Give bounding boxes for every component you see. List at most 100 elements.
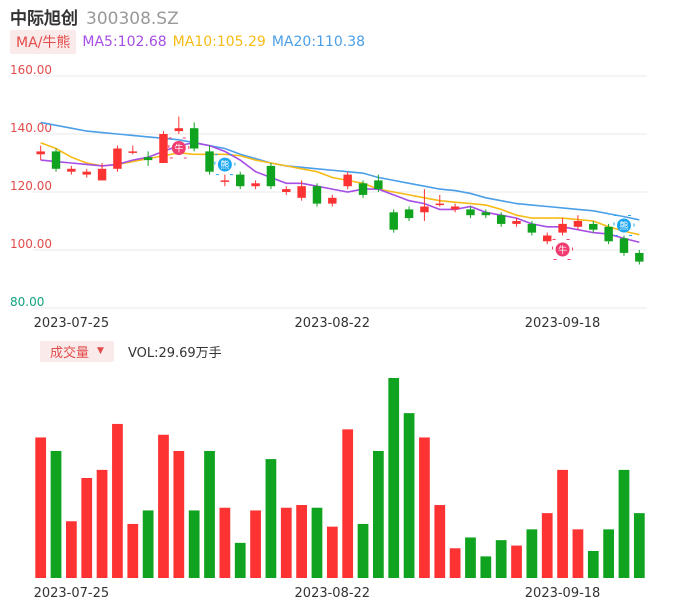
candle-body bbox=[36, 151, 45, 155]
volume-date-label: 2023-08-22 bbox=[295, 586, 371, 601]
volume-bar bbox=[603, 529, 614, 578]
candle-body bbox=[205, 151, 214, 172]
price-tick-label: 140.00 bbox=[10, 121, 52, 135]
volume-bar bbox=[142, 510, 154, 578]
volume-bar bbox=[280, 507, 292, 578]
bear-signal-icon bbox=[616, 218, 631, 233]
volume-bar bbox=[296, 505, 307, 578]
volume-bar bbox=[204, 450, 215, 578]
ma10-legend: MA10:105.29 bbox=[172, 34, 266, 50]
volume-bar bbox=[342, 429, 354, 578]
candle-body bbox=[635, 252, 644, 262]
signal-marker-frame bbox=[214, 154, 236, 176]
volume-date-label: 2023-09-18 bbox=[525, 586, 601, 601]
price-tick-label: 120.00 bbox=[10, 179, 52, 193]
candle-body bbox=[389, 212, 398, 230]
volume-bar bbox=[419, 437, 430, 578]
volume-bar bbox=[35, 437, 47, 578]
volume-legend: 成交量 ▼ VOL:29.69万手 bbox=[40, 340, 222, 362]
candle-body bbox=[189, 128, 199, 149]
volume-bar bbox=[480, 556, 492, 578]
volume-indicator-dropdown[interactable]: 成交量 ▼ bbox=[40, 340, 114, 362]
bull-signal-icon bbox=[555, 242, 570, 257]
ma20-legend: MA20:110.38 bbox=[271, 34, 366, 50]
candle-body bbox=[404, 209, 414, 219]
volume-bar bbox=[526, 529, 538, 578]
volume-bar bbox=[96, 469, 108, 578]
candle-body bbox=[97, 168, 107, 181]
caret-down-icon: ▼ bbox=[97, 346, 104, 356]
candle-body bbox=[220, 180, 230, 182]
candle-body bbox=[604, 226, 613, 242]
candle-body bbox=[236, 174, 245, 187]
stock-name: 中际旭创 bbox=[10, 9, 78, 29]
volume-bar bbox=[250, 510, 261, 578]
price-date-label: 2023-07-25 bbox=[34, 316, 110, 331]
candle-body bbox=[128, 151, 137, 153]
volume-bar bbox=[495, 540, 507, 578]
ma-indicator-tab[interactable]: MA/牛熊 bbox=[10, 30, 77, 54]
candle-body bbox=[67, 168, 76, 172]
signal-marker-frame bbox=[168, 137, 190, 159]
candle-body bbox=[496, 215, 506, 224]
volume-value: VOL:29.69万手 bbox=[127, 345, 222, 361]
volume-bar bbox=[50, 450, 62, 578]
volume-bar bbox=[326, 526, 338, 578]
candle-body bbox=[573, 221, 583, 227]
volume-bar bbox=[541, 513, 553, 578]
volume-bar bbox=[173, 450, 185, 578]
bear-signal-icon bbox=[217, 157, 232, 172]
volume-bar bbox=[234, 542, 246, 578]
volume-bar bbox=[465, 537, 476, 578]
candle-body bbox=[174, 128, 184, 132]
candle-body bbox=[619, 238, 629, 253]
volume-date-label: 2023-07-25 bbox=[34, 586, 110, 601]
price-date-label: 2023-09-18 bbox=[525, 316, 601, 331]
candle-body bbox=[51, 151, 61, 169]
candle-body bbox=[143, 157, 153, 161]
candle-body bbox=[450, 206, 460, 210]
volume-bar bbox=[633, 513, 645, 578]
candle-body bbox=[358, 183, 368, 195]
ma20-line bbox=[40, 121, 640, 221]
candle-body bbox=[82, 171, 91, 175]
price-tick-label: 80.00 bbox=[10, 295, 44, 309]
price-tick-label: 160.00 bbox=[10, 63, 52, 77]
ma10-line bbox=[40, 141, 640, 236]
volume-bar bbox=[81, 478, 93, 578]
ma-legend: MA/牛熊 MA5:102.68 MA10:105.29 MA20:110.38 bbox=[10, 30, 365, 54]
volume-bar bbox=[357, 523, 369, 578]
volume-bar bbox=[572, 529, 584, 578]
signal-marker-frame bbox=[613, 215, 635, 236]
ma5-line bbox=[40, 141, 640, 244]
title-bar: 中际旭创 300308.SZ bbox=[10, 4, 179, 29]
candle-body bbox=[374, 180, 383, 190]
candle-body bbox=[543, 235, 552, 242]
candle-body bbox=[312, 186, 322, 204]
bull-signal-icon bbox=[171, 141, 186, 155]
volume-bar bbox=[265, 459, 277, 578]
candle-body bbox=[282, 189, 291, 192]
candle-body bbox=[343, 174, 352, 187]
candle-body bbox=[266, 165, 276, 187]
volume-bar bbox=[311, 507, 323, 578]
volume-bar bbox=[188, 510, 200, 578]
price-tick-label: 100.00 bbox=[10, 237, 52, 251]
volume-bar bbox=[557, 469, 568, 578]
candle-body bbox=[297, 186, 306, 198]
candle-body bbox=[589, 223, 598, 230]
candle-body bbox=[435, 203, 444, 206]
candle-body bbox=[527, 223, 537, 233]
volume-bar bbox=[373, 450, 384, 578]
volume-bar bbox=[449, 548, 461, 578]
stock-code: 300308.SZ bbox=[86, 9, 179, 29]
signal-label: 熊 bbox=[619, 220, 628, 232]
volume-bar bbox=[388, 378, 400, 578]
ma5-legend: MA5:102.68 bbox=[82, 34, 167, 50]
signal-label: 牛 bbox=[558, 244, 567, 256]
signal-marker-frame bbox=[552, 239, 574, 260]
candle-body bbox=[466, 209, 475, 216]
price-date-label: 2023-08-22 bbox=[295, 316, 371, 331]
candle-body bbox=[251, 183, 260, 187]
